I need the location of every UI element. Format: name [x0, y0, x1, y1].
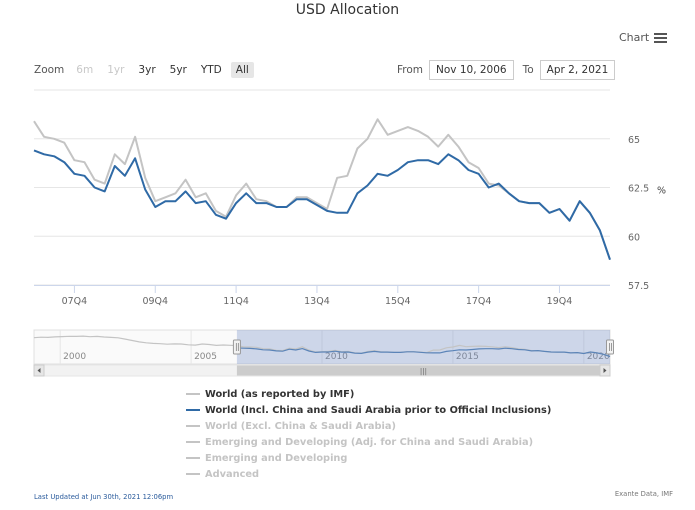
navigator-tick-label: 2000	[63, 352, 86, 362]
legend-label: Emerging and Developing (Adj. for China …	[205, 436, 534, 448]
series-line	[33, 118, 611, 261]
to-date-input[interactable]: Apr 2, 2021	[539, 60, 616, 80]
scrollbar-grip: |||	[420, 368, 427, 376]
to-label: To	[522, 64, 534, 76]
legend-item-emerging-adjusted[interactable]: Emerging and Developing (Adj. for China …	[186, 434, 551, 450]
y-tick-label: 65	[628, 135, 640, 146]
x-tick-label: 19Q4	[547, 296, 573, 307]
legend-symbol	[186, 457, 200, 459]
zoom-ytd-button[interactable]: YTD	[200, 64, 222, 76]
navigator-tick-label: 2015	[456, 352, 479, 362]
legend: World (as reported by IMF) World (Incl. …	[186, 386, 551, 482]
legend-symbol	[186, 425, 200, 427]
x-tick-label: 09Q4	[142, 296, 168, 307]
legend-label: World (as reported by IMF)	[205, 388, 355, 400]
x-tick-label: 07Q4	[62, 296, 88, 307]
navigator-tick-label: 2010	[325, 352, 348, 362]
zoom-selector: Zoom 6m 1yr 3yr 5yr YTD All	[34, 62, 254, 78]
arrow-right-icon	[603, 368, 607, 373]
date-range-selector: From Nov 10, 2006 To Apr 2, 2021	[397, 60, 624, 80]
navigator-selection-mask	[236, 330, 610, 364]
y-axis-unit-label: %	[657, 186, 666, 197]
zoom-1yr-button[interactable]: 1yr	[107, 64, 125, 76]
y-tick-label: 57.5	[628, 281, 649, 292]
legend-item-world-imf[interactable]: World (as reported by IMF)	[186, 386, 551, 402]
legend-item-world-excl-china-saudi[interactable]: World (Excl. China & Saudi Arabia)	[186, 418, 551, 434]
legend-item-emerging-developing[interactable]: Emerging and Developing	[186, 450, 551, 466]
zoom-6m-button[interactable]: 6m	[76, 64, 94, 76]
x-tick-label: 13Q4	[304, 296, 330, 307]
legend-symbol	[186, 441, 200, 443]
zoom-all-button[interactable]: All	[230, 62, 254, 78]
from-date-input[interactable]: Nov 10, 2006	[429, 60, 514, 80]
zoom-label: Zoom	[34, 64, 65, 76]
legend-label: World (Excl. China & Saudi Arabia)	[205, 420, 396, 432]
source-credit: Exante Data, IMF	[614, 490, 673, 498]
y-tick-label: 62.5	[628, 184, 649, 195]
scrollbar-thumb[interactable]	[236, 365, 610, 376]
zoom-3yr-button[interactable]: 3yr	[138, 64, 156, 76]
chart-menu-label: Chart	[619, 31, 650, 44]
x-tick-label: 11Q4	[223, 296, 249, 307]
last-updated-text: Last Updated at Jun 30th, 2021 12:06pm	[34, 493, 174, 501]
navigator-series-line	[236, 347, 611, 358]
hamburger-icon	[654, 32, 668, 43]
y-tick-label: 60	[628, 232, 640, 243]
x-tick-label: 17Q4	[466, 296, 492, 307]
x-tick-label: 15Q4	[385, 296, 411, 307]
chart-menu-button[interactable]: Chart	[619, 31, 668, 44]
chart-title: USD Allocation	[295, 2, 400, 18]
legend-symbol	[186, 473, 200, 475]
legend-label: Emerging and Developing	[205, 452, 348, 464]
legend-symbol	[186, 409, 200, 411]
legend-label: World (Incl. China and Saudi Arabia prio…	[205, 404, 552, 416]
legend-item-world-incl-china-saudi[interactable]: World (Incl. China and Saudi Arabia prio…	[186, 402, 551, 418]
navigator-tick-label: 2020	[587, 352, 610, 362]
legend-item-advanced[interactable]: Advanced	[186, 466, 551, 482]
from-label: From	[397, 64, 424, 76]
legend-label: Advanced	[205, 468, 260, 480]
legend-symbol	[186, 393, 200, 395]
zoom-5yr-button[interactable]: 5yr	[169, 64, 187, 76]
arrow-left-icon	[37, 368, 41, 373]
navigator-tick-label: 2005	[194, 352, 217, 362]
series-line	[33, 149, 611, 261]
